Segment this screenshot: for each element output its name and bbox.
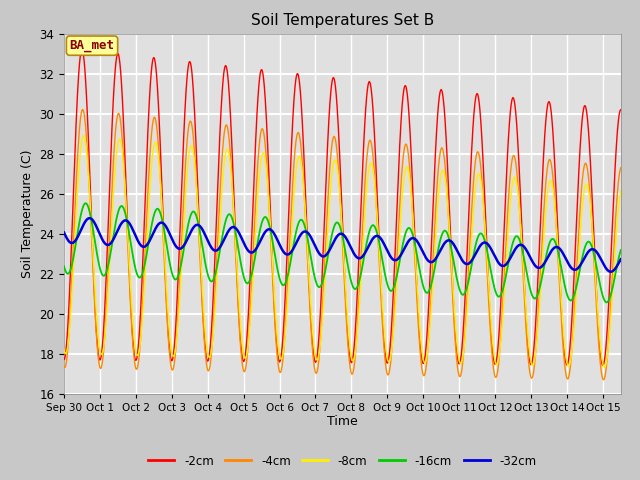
Y-axis label: Soil Temperature (C): Soil Temperature (C) — [20, 149, 34, 278]
Text: BA_met: BA_met — [70, 39, 115, 52]
Title: Soil Temperatures Set B: Soil Temperatures Set B — [251, 13, 434, 28]
Legend: -2cm, -4cm, -8cm, -16cm, -32cm: -2cm, -4cm, -8cm, -16cm, -32cm — [144, 450, 541, 472]
X-axis label: Time: Time — [327, 415, 358, 429]
